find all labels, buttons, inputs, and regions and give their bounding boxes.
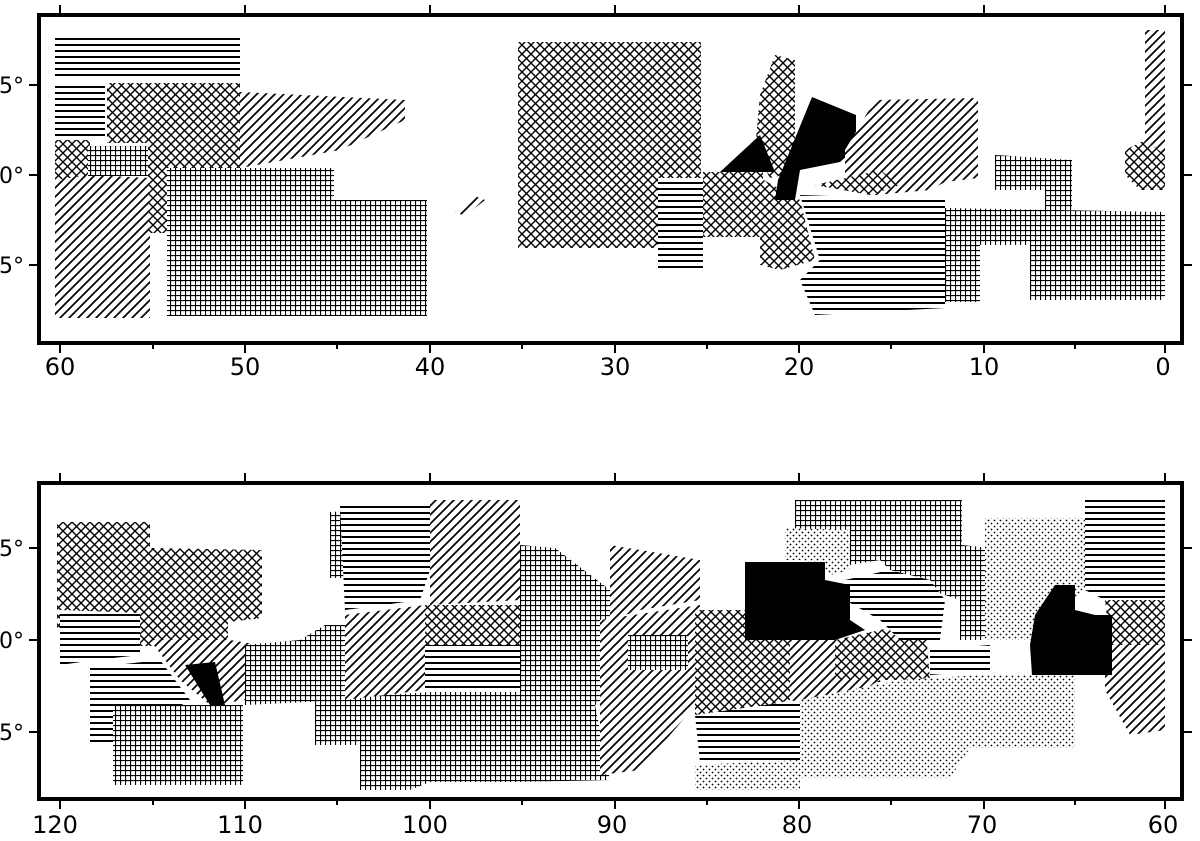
y-tick-label: 5° [0, 74, 24, 99]
zone-hatched [845, 570, 945, 640]
x-tick-label: 30 [600, 353, 631, 381]
zone-hatched [167, 168, 334, 316]
zone-hatched [55, 85, 105, 140]
zone-hatched [55, 140, 90, 180]
y-tick-label: 0° [0, 629, 24, 654]
zone-hatched [1105, 645, 1165, 735]
x-tick-label: 40 [415, 353, 446, 381]
x-tick-label: 80 [782, 811, 813, 839]
zone-solid [1030, 585, 1112, 675]
zone-hatched [815, 170, 900, 195]
zone-hatched [930, 645, 990, 675]
zone-hatched [315, 692, 520, 790]
zone-hatched [1085, 497, 1165, 600]
zone-hatched [800, 195, 945, 315]
x-tick-label: 120 [32, 811, 78, 839]
zone-hatched [658, 178, 703, 270]
zone-hatched [430, 500, 520, 605]
zone-hatched [703, 172, 763, 237]
x-axis-labels-bottom: 120 110 100 90 80 70 60 [32, 811, 1178, 839]
map-panel-top: 60 50 40 30 20 10 0 5° 0° -5° [0, 5, 1192, 381]
x-tick-label: 60 [45, 353, 76, 381]
zone-hatched [425, 605, 520, 647]
zone-hatched [800, 675, 1075, 778]
y-tick-label: 0° [0, 164, 24, 189]
zone-hatched [945, 208, 1165, 302]
zone-hatched [1125, 140, 1165, 190]
x-ticks-bottom [29, 473, 1192, 809]
x-tick-label: 110 [217, 811, 263, 839]
zone-hatched [695, 760, 800, 790]
zone-hatched [795, 500, 990, 640]
y-axis-labels-bottom: 5° 0° -5° [0, 537, 24, 746]
zone-hatched [345, 605, 425, 700]
zone-hatched [610, 545, 700, 620]
zone-hatched [55, 35, 240, 77]
y-axis-labels-top: 5° 0° -5° [0, 74, 24, 279]
zone-solid [775, 97, 856, 200]
zone-hatched [455, 196, 485, 216]
x-axis-labels-top: 60 50 40 30 20 10 0 [45, 353, 1171, 381]
zone-hatched [785, 528, 850, 575]
zone-solid [185, 662, 225, 705]
map-panel-bottom: 120 110 100 90 80 70 60 5° 0° -5° [0, 473, 1192, 839]
zone-hatched [245, 625, 350, 705]
y-tick-label: -5° [0, 721, 24, 746]
x-ticks-top [29, 5, 1192, 353]
zone-hatched [520, 545, 610, 782]
x-tick-label: 60 [1148, 811, 1179, 839]
zone-solid [745, 562, 865, 640]
zone-hatched [334, 200, 427, 316]
zone-hatched [60, 610, 140, 665]
y-tick-label: 5° [0, 537, 24, 562]
x-tick-label: 70 [967, 811, 998, 839]
zones-bottom [57, 497, 1165, 790]
zone-hatched [1145, 30, 1165, 155]
zone-solid [720, 135, 775, 172]
x-tick-label: 10 [969, 353, 1000, 381]
zone-hatched [107, 83, 240, 143]
x-tick-label: 0 [1155, 353, 1170, 381]
x-tick-label: 100 [402, 811, 448, 839]
x-tick-label: 20 [784, 353, 815, 381]
zone-hatched [55, 175, 150, 318]
zones-top [55, 30, 1165, 318]
zone-hatched [113, 705, 243, 785]
zone-hatched [995, 155, 1072, 210]
zone-hatched [1105, 600, 1165, 645]
zone-hatched [425, 645, 525, 690]
zone-hatched [88, 146, 148, 176]
zone-hatched [240, 92, 405, 168]
x-tick-label: 90 [597, 811, 628, 839]
zone-hatched [628, 635, 688, 670]
x-tick-label: 50 [230, 353, 261, 381]
zone-hatched [755, 55, 795, 178]
zone-hatched [760, 178, 815, 270]
y-tick-label: -5° [0, 254, 24, 279]
